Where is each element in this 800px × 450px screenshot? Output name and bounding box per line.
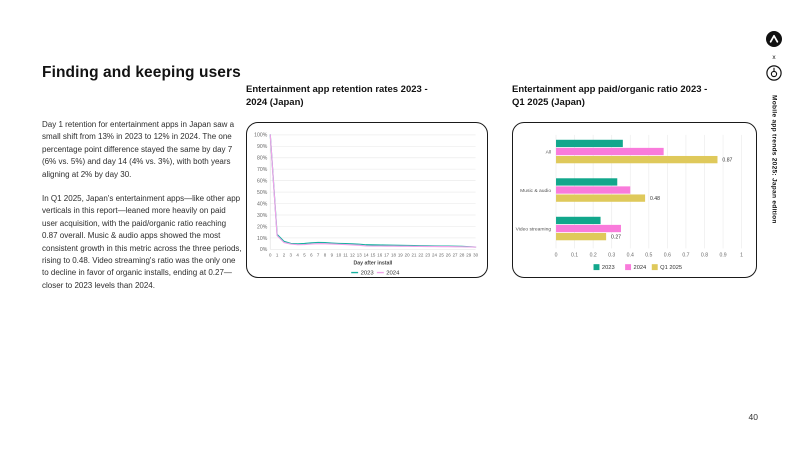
svg-text:23: 23 — [425, 252, 430, 257]
body-copy: Day 1 retention for entertainment apps i… — [42, 119, 242, 304]
right-rail: x Mobile app trends 2025: Japan edition — [764, 31, 784, 223]
svg-text:24: 24 — [432, 252, 437, 257]
logo-separator: x — [772, 54, 776, 61]
svg-text:6: 6 — [310, 252, 313, 257]
svg-text:80%: 80% — [257, 156, 268, 162]
svg-text:0: 0 — [269, 252, 272, 257]
svg-text:0.5: 0.5 — [645, 252, 652, 258]
svg-text:8: 8 — [324, 252, 327, 257]
svg-text:0.9: 0.9 — [719, 252, 726, 258]
svg-text:5: 5 — [303, 252, 306, 257]
svg-text:0.2: 0.2 — [590, 252, 597, 258]
svg-text:0.87: 0.87 — [722, 158, 732, 164]
paid-organic-chart-block: Entertainment app paid/organic ratio 202… — [512, 84, 757, 278]
svg-text:Video streaming: Video streaming — [516, 226, 552, 232]
svg-text:40%: 40% — [257, 201, 268, 207]
svg-text:Day after install: Day after install — [353, 261, 392, 267]
svg-text:0.6: 0.6 — [664, 252, 671, 258]
svg-text:29: 29 — [466, 252, 471, 257]
page-number: 40 — [748, 412, 758, 422]
svg-text:2024: 2024 — [634, 265, 648, 271]
retention-chart-block: Entertainment app retention rates 2023 -… — [246, 84, 488, 278]
svg-text:All: All — [546, 149, 551, 155]
svg-text:0: 0 — [555, 252, 558, 258]
svg-text:28: 28 — [459, 252, 464, 257]
svg-text:30: 30 — [473, 252, 478, 257]
svg-text:0.27: 0.27 — [611, 235, 621, 241]
edition-label: Mobile app trends 2025: Japan edition — [770, 94, 778, 224]
svg-text:25: 25 — [439, 252, 444, 257]
svg-text:30%: 30% — [257, 213, 268, 219]
svg-text:2: 2 — [283, 252, 286, 257]
paragraph-paid-organic: In Q1 2025, Japan's entertainment apps—l… — [42, 193, 242, 290]
svg-text:15: 15 — [370, 252, 375, 257]
svg-text:0.48: 0.48 — [650, 196, 660, 202]
svg-text:10: 10 — [336, 252, 341, 257]
svg-text:13: 13 — [357, 252, 362, 257]
svg-text:0%: 0% — [260, 247, 268, 253]
svg-text:12: 12 — [350, 252, 355, 257]
svg-text:0.8: 0.8 — [701, 252, 708, 258]
svg-text:90%: 90% — [257, 144, 268, 150]
svg-text:27: 27 — [453, 252, 458, 257]
svg-text:0.4: 0.4 — [627, 252, 634, 258]
retention-chart-title: Entertainment app retention rates 2023 -… — [246, 84, 428, 108]
svg-text:1: 1 — [276, 252, 279, 257]
adjust-logo-icon — [766, 31, 782, 52]
retention-line-chart: 100%90%80%70%60%50%40%30%20%10%0%0 1 2 3 4 5 6… — [254, 133, 478, 277]
svg-text:20%: 20% — [257, 224, 268, 230]
paid-organic-chart-title: Entertainment app paid/organic ratio 202… — [512, 84, 708, 108]
svg-text:0.3: 0.3 — [608, 252, 615, 258]
svg-text:100%: 100% — [254, 133, 268, 139]
svg-text:4: 4 — [296, 252, 299, 257]
svg-text:21: 21 — [412, 252, 417, 257]
svg-text:2023: 2023 — [361, 271, 375, 277]
svg-text:17: 17 — [384, 252, 389, 257]
svg-text:0.7: 0.7 — [682, 252, 689, 258]
svg-text:11: 11 — [343, 252, 348, 257]
svg-text:0.1: 0.1 — [571, 252, 578, 258]
svg-text:1: 1 — [740, 252, 743, 258]
svg-text:22: 22 — [418, 252, 423, 257]
svg-text:7: 7 — [317, 252, 320, 257]
svg-text:20: 20 — [405, 252, 410, 257]
paid-organic-chart-card: 0 0.1 0.2 0.3 0.4 0.5 0.6 0.7 0.8 0.9 1 All 0.87 Musi… — [512, 122, 757, 278]
svg-text:10%: 10% — [257, 236, 268, 242]
svg-text:3: 3 — [290, 252, 293, 257]
page-title: Finding and keeping users — [42, 64, 241, 81]
svg-text:19: 19 — [398, 252, 403, 257]
svg-text:18: 18 — [391, 252, 396, 257]
svg-text:60%: 60% — [257, 179, 268, 185]
svg-text:Q1 2025: Q1 2025 — [660, 265, 682, 271]
paragraph-retention: Day 1 retention for entertainment apps i… — [42, 120, 235, 179]
svg-text:9: 9 — [331, 252, 334, 257]
svg-text:50%: 50% — [257, 190, 268, 196]
svg-text:14: 14 — [364, 252, 369, 257]
paid-organic-bar-chart: 0 0.1 0.2 0.3 0.4 0.5 0.6 0.7 0.8 0.9 1 All 0.87 Musi… — [516, 134, 743, 271]
svg-text:26: 26 — [446, 252, 451, 257]
svg-text:70%: 70% — [257, 167, 268, 173]
retention-chart-card: 100% 90% 80% 70% 60% 50% 40% 30% 20% 10% 0% 0 1 2 3 4 5 6… — [246, 122, 488, 278]
svg-text:2024: 2024 — [386, 271, 400, 277]
svg-text:2023: 2023 — [602, 265, 615, 271]
svg-text:16: 16 — [377, 252, 382, 257]
svg-text:Music & audio: Music & audio — [520, 188, 551, 194]
partner-logo-icon — [766, 64, 782, 86]
